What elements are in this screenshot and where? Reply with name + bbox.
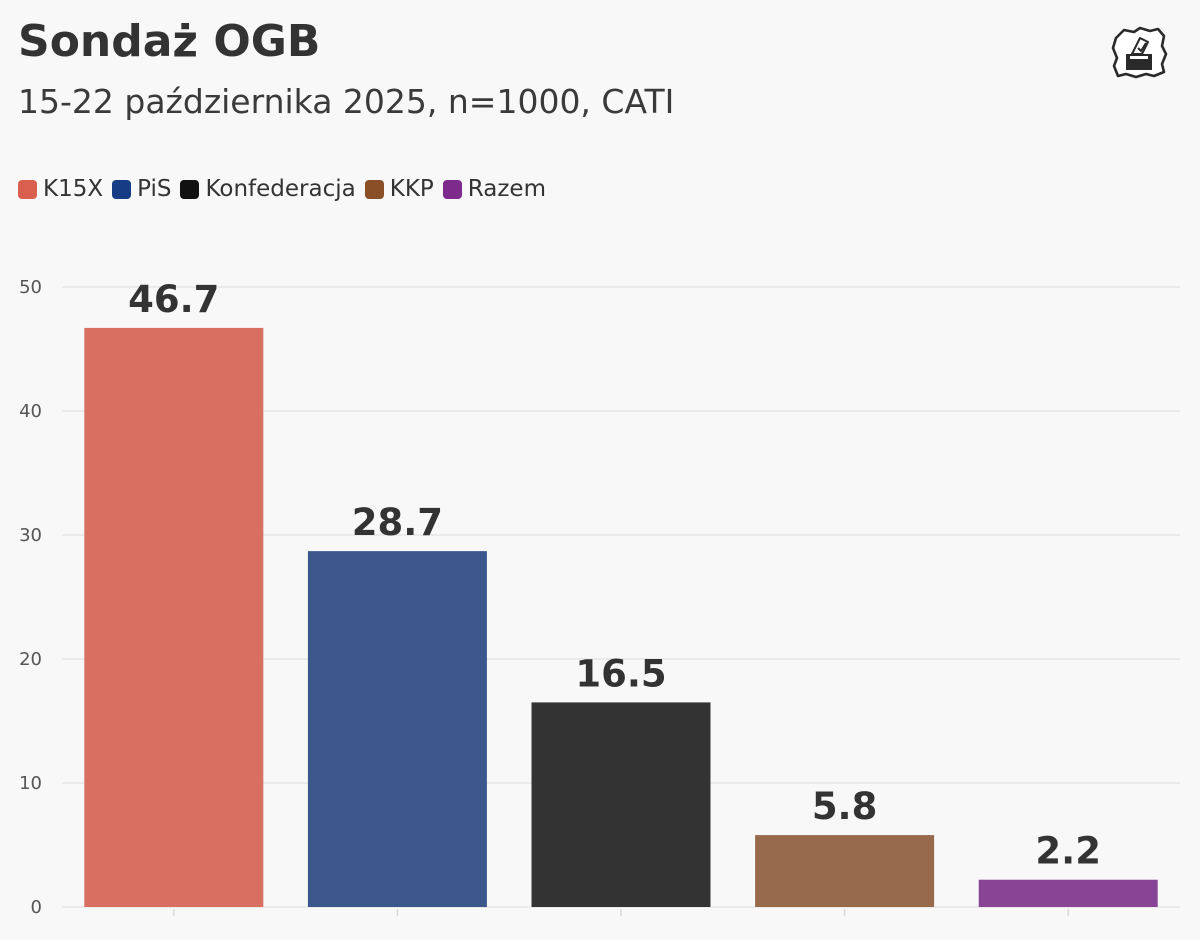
bar-value-label: 16.5 — [575, 652, 666, 695]
legend-item-razem: Razem — [442, 176, 546, 202]
chart-title: Sondaż OGB — [18, 16, 321, 67]
y-tick-label: 30 — [19, 525, 42, 546]
bar — [755, 835, 935, 907]
poland-ballot-box-icon — [1111, 26, 1168, 79]
legend-item-konfederacja: Konfederacja — [180, 176, 356, 202]
legend-label: Konfederacja — [205, 176, 356, 202]
legend-swatch — [180, 179, 200, 199]
bar-value-label: 2.2 — [1035, 830, 1101, 873]
legend-item-k15x: K15X — [18, 176, 103, 202]
bar-value-label: 28.7 — [352, 501, 443, 544]
legend-swatch — [442, 179, 462, 199]
legend-swatch — [18, 179, 37, 199]
y-tick-label: 20 — [19, 649, 42, 670]
legend-label: K15X — [43, 176, 104, 202]
bar — [531, 702, 711, 907]
chart-legend: K15X PiS Konfederacja KKP Razem — [18, 176, 555, 202]
legend-swatch — [364, 179, 384, 199]
legend-label: PiS — [137, 176, 172, 202]
legend-label: KKP — [389, 176, 434, 202]
legend-label: Razem — [467, 176, 546, 202]
bar — [307, 551, 487, 907]
y-tick-label: 0 — [31, 897, 42, 918]
chart-subtitle: 15-22 października 2025, n=1000, CATI — [18, 82, 675, 121]
bar-value-label: 46.7 — [128, 278, 219, 321]
y-tick-label: 10 — [19, 773, 42, 794]
legend-item-pis: PiS — [112, 176, 171, 202]
bar — [978, 879, 1158, 907]
legend-item-kkp: KKP — [364, 176, 434, 202]
legend-swatch — [112, 179, 132, 199]
bar-value-label: 5.8 — [812, 785, 878, 828]
y-tick-label: 40 — [19, 401, 42, 422]
bar — [84, 327, 264, 907]
y-tick-label: 50 — [19, 277, 42, 298]
